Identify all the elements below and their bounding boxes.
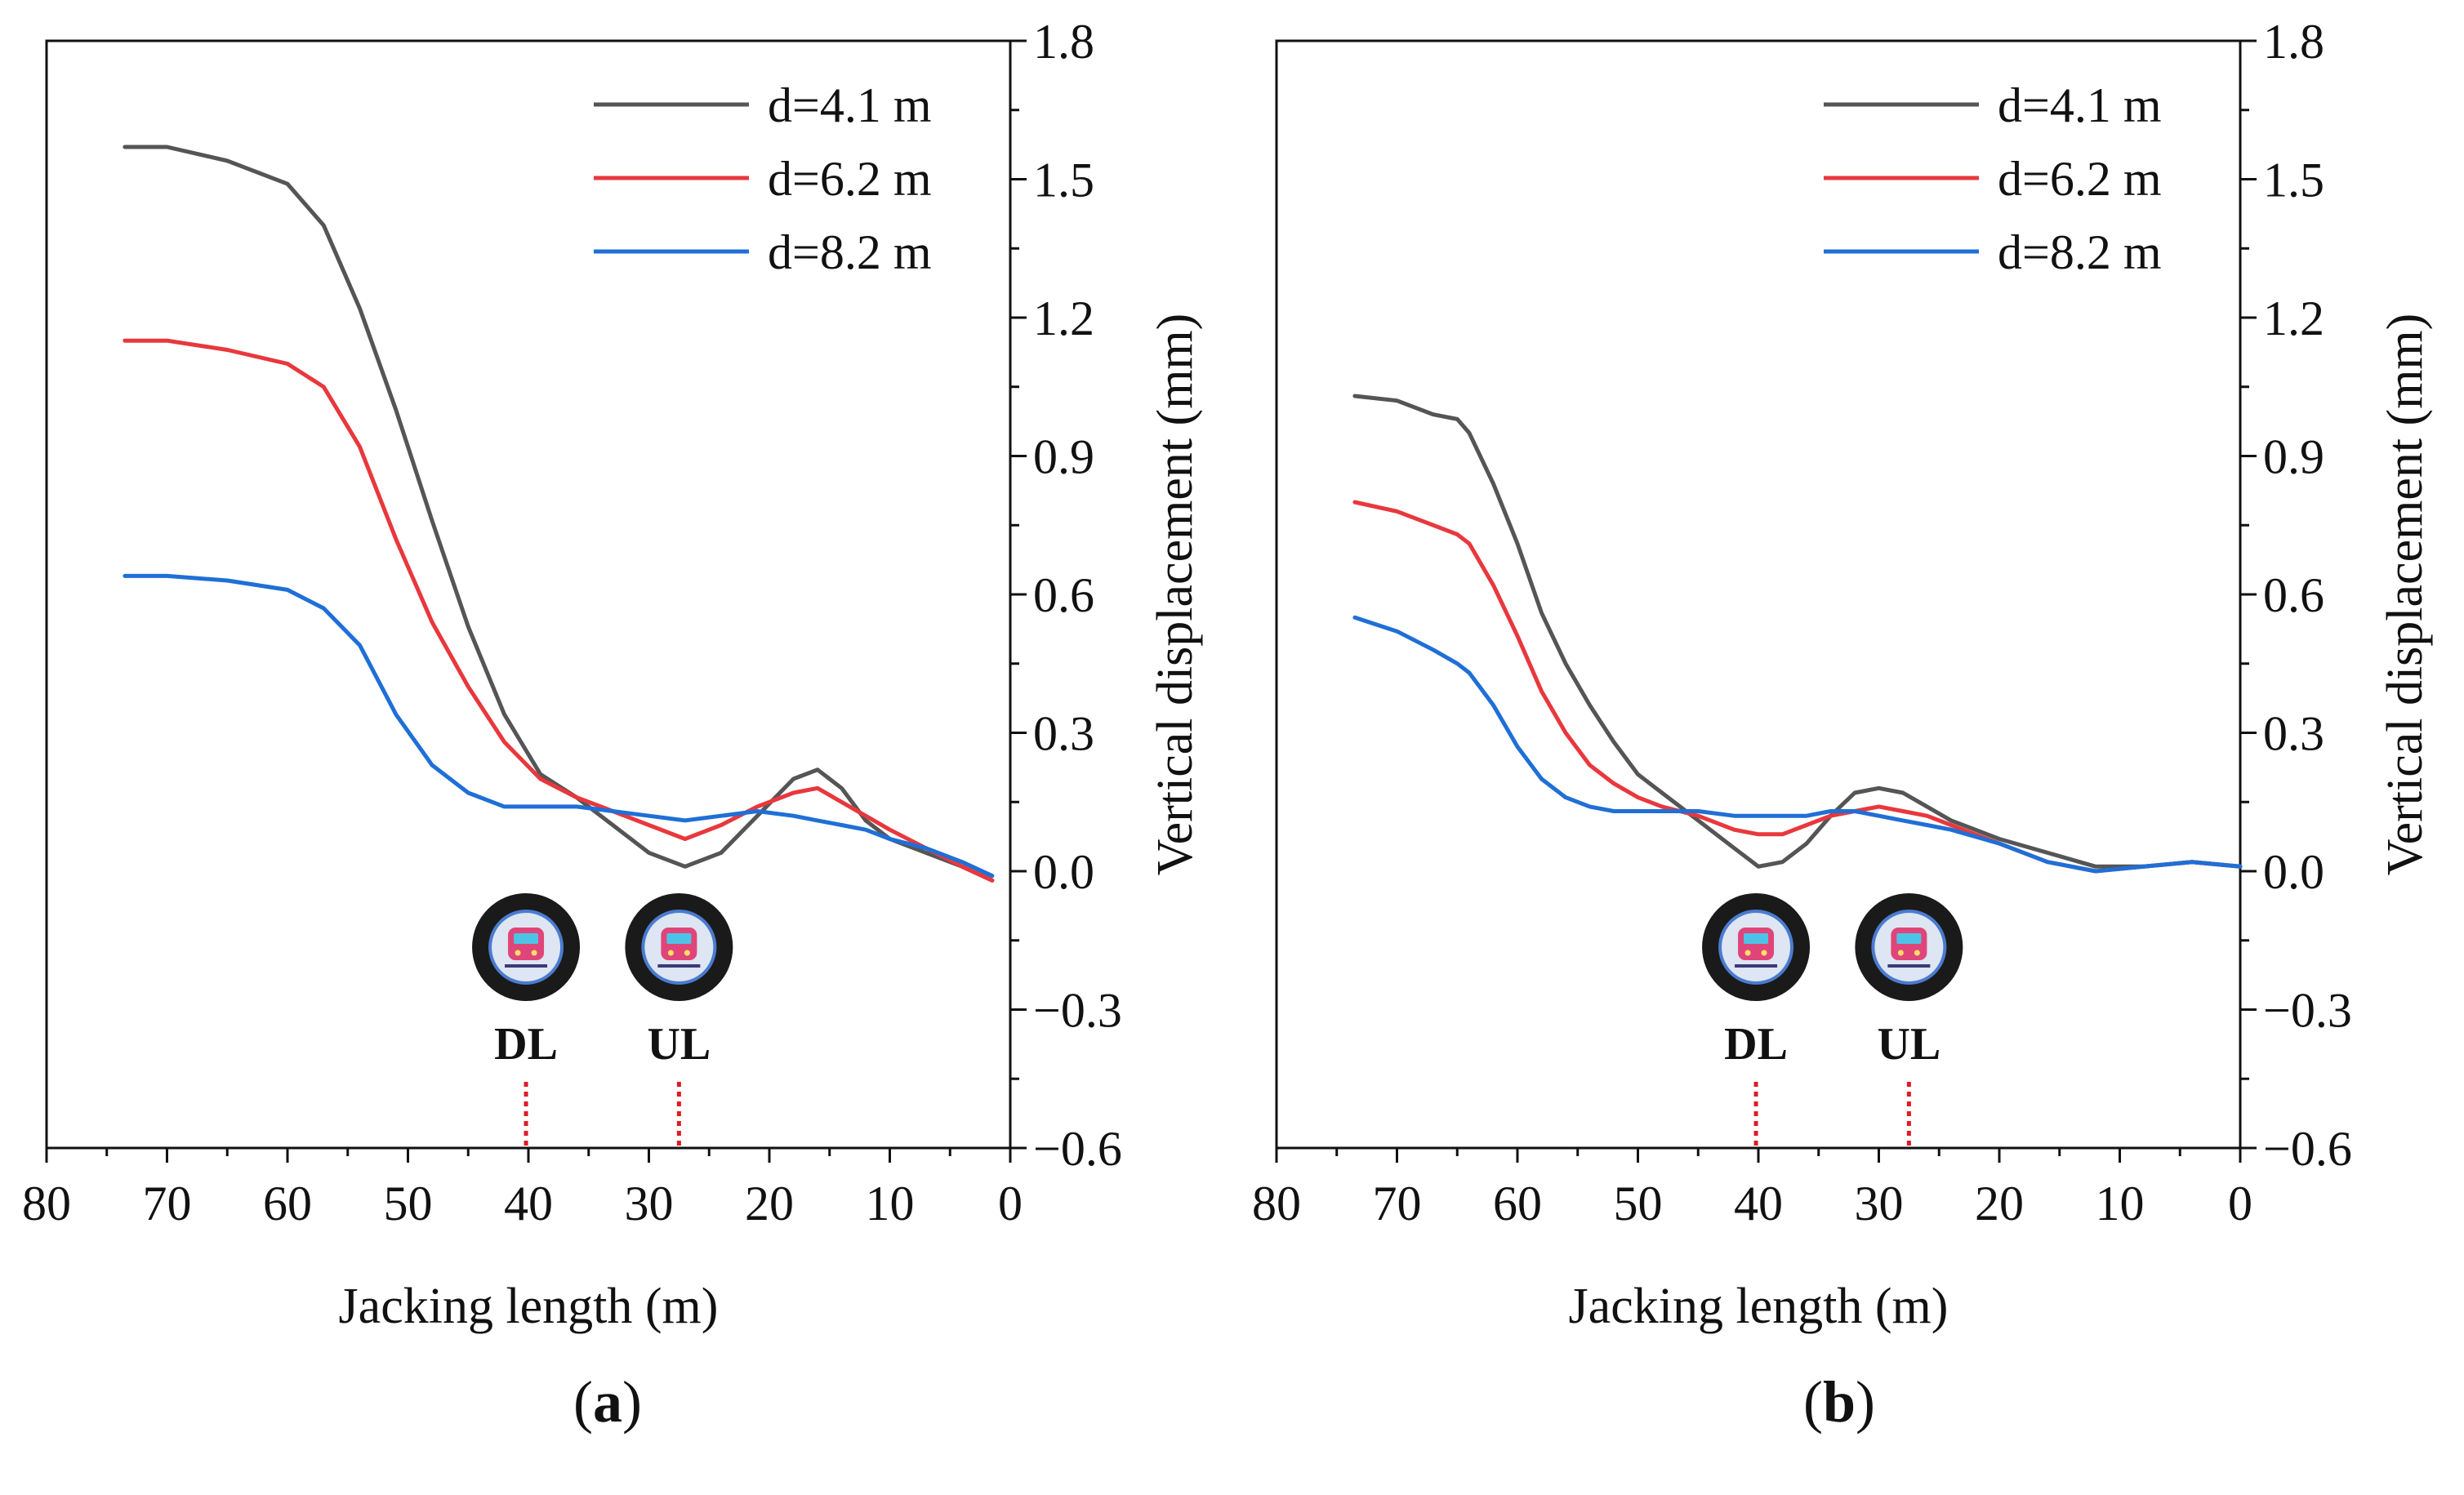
y-tick-label: 1.2 (2263, 291, 2324, 345)
series-line-1 (1352, 394, 2243, 869)
x-tick-label: 80 (22, 1177, 71, 1230)
train-window (666, 933, 692, 944)
tunnel-label: UL (1877, 1019, 1940, 1070)
train-light (1761, 950, 1767, 956)
y-tick-label: 1.5 (1033, 154, 1094, 207)
legend-label: d=6.2 m (1998, 152, 2162, 206)
train-icon (1887, 928, 1931, 968)
y-tick-label: 0.0 (1033, 845, 1094, 899)
legend-item-3: d=8.2 m (594, 225, 932, 279)
legend-item-1: d=4.1 m (594, 78, 932, 132)
y-tick-label: 0.3 (1033, 707, 1094, 761)
x-tick-label: 30 (625, 1177, 674, 1230)
x-tick-label: 50 (1614, 1177, 1663, 1230)
x-tick-label: 0 (998, 1177, 1023, 1230)
legend-label: d=8.2 m (1998, 225, 2162, 279)
train-light (667, 950, 674, 956)
x-tick-label: 60 (1493, 1177, 1542, 1230)
x-axis-title: Jacking length (m) (1569, 1279, 1949, 1334)
y-tick-label: 1.2 (1033, 291, 1094, 345)
legend-item-2: d=6.2 m (594, 152, 932, 206)
train-light (531, 950, 537, 956)
train-icon (1735, 928, 1778, 968)
y-tick-label: −0.3 (2263, 984, 2352, 1038)
tunnel-marker-dl: DL (472, 893, 581, 1146)
x-tick-label: 20 (1975, 1177, 2024, 1230)
train-light (1897, 950, 1904, 956)
legend-label: d=4.1 m (1998, 78, 2162, 132)
chart-panel-b: 80 70 60 50 40 30 20 10 0−0.6 −0.3 0.0 0.3 0.6 0.9 1.2… (1252, 15, 2433, 1435)
y-axis-title: Vertical displacement (mm) (1147, 314, 1203, 876)
train-window (1896, 933, 1922, 944)
tunnel-label: DL (1724, 1019, 1788, 1070)
x-tick-label: 30 (1855, 1177, 1904, 1230)
x-tick-label: 70 (143, 1177, 192, 1230)
y-tick-label: 0.6 (2263, 568, 2324, 622)
y-axis-title: Vertical displacement (mm) (2377, 314, 2433, 876)
series-line-1 (123, 145, 995, 883)
train-window (514, 933, 539, 944)
legend-item-3: d=8.2 m (1824, 225, 2162, 279)
x-tick-label: 0 (2228, 1177, 2252, 1230)
train-light (1914, 950, 1920, 956)
y-tick-label: 0.9 (1033, 430, 1094, 484)
x-tick-label: 80 (1252, 1177, 1301, 1230)
x-tick-label: 10 (866, 1177, 915, 1230)
train-icon (505, 928, 548, 968)
y-tick-label: 0.9 (2263, 430, 2324, 484)
y-tick-label: 0.6 (1033, 568, 1094, 622)
y-tick-label: −0.3 (1033, 984, 1122, 1038)
train-light (515, 950, 521, 956)
y-tick-label: 1.8 (2263, 15, 2324, 69)
y-tick-label: 1.5 (2263, 154, 2324, 207)
tunnel-marker-ul: UL (1855, 893, 1963, 1146)
y-tick-label: 1.8 (1033, 15, 1094, 69)
legend-label: d=4.1 m (768, 78, 932, 132)
legend-label: d=8.2 m (768, 225, 932, 279)
y-tick-label: −0.6 (2263, 1122, 2352, 1176)
tunnel-label: DL (494, 1019, 558, 1070)
x-tick-label: 70 (1373, 1177, 1422, 1230)
train-window (1744, 933, 1769, 944)
train-light (1744, 950, 1751, 956)
series-line-3 (123, 573, 995, 879)
x-axis-title: Jacking length (m) (339, 1279, 719, 1334)
x-tick-label: 60 (263, 1177, 312, 1230)
y-tick-label: −0.6 (1033, 1122, 1122, 1176)
legend-item-2: d=6.2 m (1824, 152, 2162, 206)
y-tick-label: 0.0 (2263, 845, 2324, 899)
x-tick-label: 10 (2096, 1177, 2145, 1230)
train-icon (657, 928, 701, 968)
tunnel-label: UL (647, 1019, 711, 1070)
y-tick-label: 0.3 (2263, 707, 2324, 761)
series-line-3 (1352, 615, 2243, 874)
x-tick-label: 50 (384, 1177, 433, 1230)
legend-label: d=6.2 m (768, 152, 932, 206)
panel-label: (a) (573, 1369, 642, 1435)
tunnel-marker-dl: DL (1702, 893, 1811, 1146)
x-tick-label: 40 (1734, 1177, 1783, 1230)
tunnel-marker-ul: UL (625, 893, 733, 1146)
x-tick-label: 20 (745, 1177, 794, 1230)
legend-item-1: d=4.1 m (1824, 78, 2162, 132)
panel-label: (b) (1803, 1369, 1875, 1435)
train-light (684, 950, 690, 956)
x-tick-label: 40 (504, 1177, 553, 1230)
series-line-2 (123, 338, 995, 883)
chart-panel-a: 80 70 60 50 40 30 20 10 0−0.6 −0.3 0.0 0.3 0.6 0.9 1.2… (22, 15, 1203, 1435)
